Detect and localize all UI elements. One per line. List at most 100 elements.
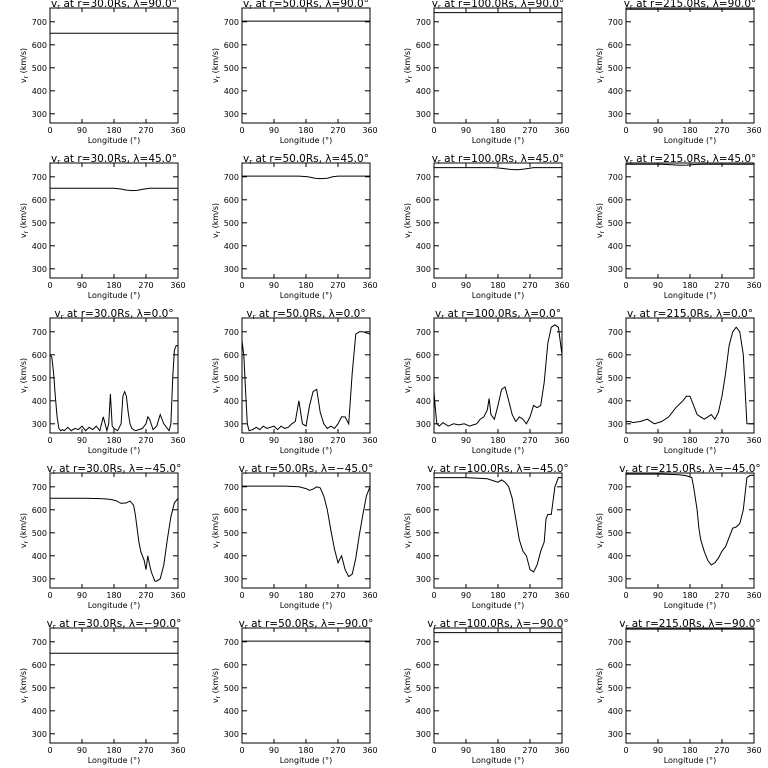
- y-axis-label: vr (km/s): [403, 668, 414, 703]
- y-axis-label: vr (km/s): [595, 203, 606, 238]
- x-tick-label: 0: [623, 281, 628, 290]
- panel-title: vr at r=100.0Rs, λ=45.0°: [432, 153, 565, 166]
- y-tick-label: 400: [224, 397, 239, 406]
- x-tick-label: 360: [746, 591, 761, 600]
- series-line: [242, 485, 371, 578]
- x-tick-label: 90: [269, 281, 279, 290]
- y-tick-label: 500: [224, 64, 239, 73]
- panel-title: vr at r=30.0Rs, λ=0.0°: [54, 308, 173, 321]
- y-tick-label: 300: [608, 420, 623, 429]
- x-tick-label: 180: [682, 746, 697, 755]
- x-axis-label: Longitude (°): [472, 756, 525, 765]
- x-tick-label: 0: [431, 281, 436, 290]
- x-axis-label: Longitude (°): [88, 756, 141, 765]
- y-tick-label: 300: [32, 265, 47, 274]
- x-tick-label: 270: [138, 746, 153, 755]
- x-tick-label: 180: [106, 436, 121, 445]
- x-tick-label: 90: [461, 126, 471, 135]
- y-tick-label: 500: [416, 64, 431, 73]
- y-axis-label: vr (km/s): [19, 48, 30, 83]
- y-tick-label: 400: [416, 87, 431, 96]
- y-tick-label: 400: [416, 242, 431, 251]
- x-tick-label: 90: [653, 591, 663, 600]
- x-axis-label: Longitude (°): [88, 291, 141, 300]
- y-tick-label: 300: [608, 110, 623, 119]
- y-tick-label: 600: [608, 196, 623, 205]
- plot-frame: [241, 317, 371, 434]
- x-tick-label: 0: [239, 436, 244, 445]
- panel-title: vr at r=50.0Rs, λ=−45.0°: [239, 463, 374, 476]
- x-tick-label: 180: [682, 591, 697, 600]
- x-tick-label: 180: [106, 126, 121, 135]
- x-tick-label: 0: [431, 591, 436, 600]
- x-axis-label: Longitude (°): [664, 136, 717, 145]
- x-tick-label: 360: [746, 281, 761, 290]
- y-tick-label: 600: [32, 196, 47, 205]
- x-tick-label: 360: [170, 281, 185, 290]
- x-tick-label: 360: [554, 126, 569, 135]
- x-axis-label: Longitude (°): [664, 291, 717, 300]
- series-line: [626, 326, 754, 425]
- x-axis-label: Longitude (°): [472, 291, 525, 300]
- x-tick-label: 90: [653, 281, 663, 290]
- x-tick-label: 180: [682, 436, 697, 445]
- panel-title: vr at r=50.0Rs, λ=90.0°: [243, 0, 369, 11]
- y-tick-label: 500: [32, 64, 47, 73]
- panel-title: vr at r=215.0Rs, λ=−90.0°: [619, 618, 760, 631]
- y-tick-label: 700: [608, 328, 623, 337]
- x-tick-label: 270: [714, 436, 729, 445]
- y-tick-label: 700: [32, 18, 47, 27]
- x-axis-label: Longitude (°): [88, 136, 141, 145]
- series-line: [241, 331, 371, 432]
- x-tick-label: 0: [623, 746, 628, 755]
- plot-frame: [241, 472, 371, 589]
- x-tick-label: 90: [461, 436, 471, 445]
- y-axis-label: vr (km/s): [595, 48, 606, 83]
- y-tick-label: 600: [224, 351, 239, 360]
- x-tick-label: 270: [714, 281, 729, 290]
- x-tick-label: 180: [106, 281, 121, 290]
- y-tick-label: 500: [224, 374, 239, 383]
- y-tick-label: 300: [416, 265, 431, 274]
- y-tick-label: 400: [224, 552, 239, 561]
- plot-frame: [625, 7, 755, 124]
- x-axis-label: Longitude (°): [280, 291, 333, 300]
- panel-title: vr at r=215.0Rs, λ=−45.0°: [619, 463, 760, 476]
- y-tick-label: 300: [224, 730, 239, 739]
- y-tick-label: 600: [416, 196, 431, 205]
- y-tick-label: 700: [608, 18, 623, 27]
- y-tick-label: 500: [416, 219, 431, 228]
- panel-title: vr at r=50.0Rs, λ=0.0°: [246, 308, 365, 321]
- x-tick-label: 180: [490, 126, 505, 135]
- panel-title: vr at r=50.0Rs, λ=−90.0°: [239, 618, 374, 631]
- x-tick-label: 180: [298, 281, 313, 290]
- x-tick-label: 180: [298, 591, 313, 600]
- y-axis-label: vr (km/s): [19, 358, 30, 393]
- y-axis-label: vr (km/s): [211, 668, 222, 703]
- y-axis-label: vr (km/s): [211, 48, 222, 83]
- y-tick-label: 700: [224, 173, 239, 182]
- y-tick-label: 600: [608, 661, 623, 670]
- y-tick-label: 700: [32, 173, 47, 182]
- x-tick-label: 360: [362, 591, 377, 600]
- y-axis-label: vr (km/s): [595, 358, 606, 393]
- series-line: [49, 345, 178, 433]
- y-tick-label: 400: [32, 397, 47, 406]
- x-tick-label: 0: [623, 126, 628, 135]
- x-tick-label: 90: [77, 126, 87, 135]
- y-axis-label: vr (km/s): [211, 358, 222, 393]
- panel-title: vr at r=30.0Rs, λ=90.0°: [51, 0, 177, 11]
- y-tick-label: 400: [224, 87, 239, 96]
- x-axis-label: Longitude (°): [472, 136, 525, 145]
- series-line: [626, 473, 754, 566]
- plot-frame: [433, 472, 563, 589]
- y-tick-label: 700: [224, 328, 239, 337]
- y-tick-label: 500: [32, 529, 47, 538]
- x-tick-label: 180: [490, 436, 505, 445]
- x-tick-label: 270: [522, 746, 537, 755]
- y-tick-label: 600: [416, 506, 431, 515]
- y-tick-label: 300: [608, 265, 623, 274]
- x-tick-label: 360: [362, 281, 377, 290]
- x-tick-label: 360: [170, 126, 185, 135]
- y-tick-label: 700: [32, 483, 47, 492]
